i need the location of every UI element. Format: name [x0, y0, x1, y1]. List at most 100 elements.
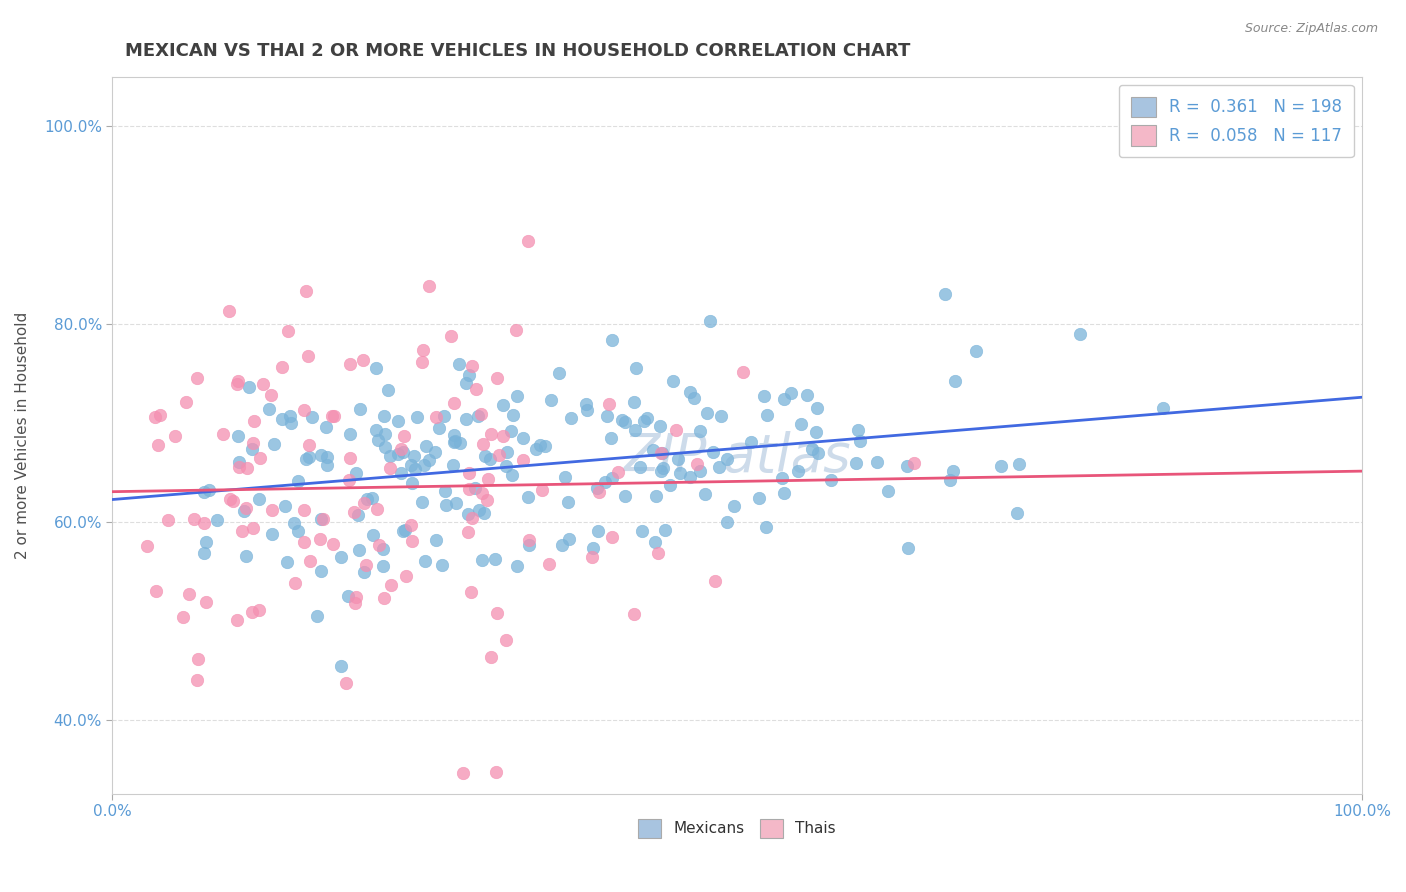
Point	[451, 765, 474, 780]
Point	[533, 439, 555, 453]
Point	[806, 425, 828, 440]
Point	[502, 408, 524, 422]
Point	[143, 409, 166, 424]
Point	[754, 388, 776, 402]
Legend: Mexicans, Thais: Mexicans, Thais	[633, 813, 842, 844]
Point	[252, 376, 274, 391]
Point	[418, 278, 440, 293]
Point	[820, 473, 842, 487]
Point	[668, 451, 690, 466]
Point	[309, 564, 332, 578]
Point	[707, 460, 730, 475]
Point	[243, 414, 266, 428]
Point	[349, 401, 371, 416]
Point	[418, 453, 440, 467]
Point	[501, 468, 523, 483]
Point	[249, 450, 271, 465]
Point	[965, 343, 987, 358]
Point	[595, 475, 617, 489]
Point	[335, 676, 357, 690]
Point	[174, 395, 197, 409]
Point	[598, 397, 620, 411]
Point	[240, 605, 263, 619]
Point	[686, 457, 709, 471]
Point	[415, 439, 437, 453]
Point	[772, 486, 794, 500]
Point	[560, 410, 582, 425]
Point	[479, 426, 502, 441]
Point	[283, 516, 305, 531]
Point	[292, 503, 315, 517]
Point	[321, 409, 343, 424]
Point	[392, 445, 415, 459]
Point	[337, 473, 360, 487]
Point	[624, 361, 647, 376]
Point	[404, 461, 426, 475]
Point	[233, 503, 256, 517]
Point	[596, 409, 619, 423]
Point	[471, 553, 494, 567]
Point	[352, 353, 374, 368]
Point	[344, 591, 367, 605]
Point	[1069, 327, 1091, 342]
Point	[401, 476, 423, 491]
Point	[231, 524, 253, 538]
Point	[456, 376, 478, 391]
Point	[270, 359, 292, 374]
Point	[226, 429, 249, 443]
Point	[260, 503, 283, 517]
Point	[529, 437, 551, 451]
Point	[599, 431, 621, 445]
Point	[367, 434, 389, 448]
Point	[353, 565, 375, 579]
Point	[471, 437, 494, 451]
Point	[633, 414, 655, 428]
Point	[434, 499, 457, 513]
Point	[460, 511, 482, 525]
Point	[477, 472, 499, 486]
Point	[576, 403, 599, 417]
Point	[772, 392, 794, 407]
Point	[457, 466, 479, 480]
Point	[650, 419, 672, 434]
Point	[630, 524, 652, 538]
Point	[540, 392, 562, 407]
Point	[186, 651, 208, 665]
Point	[551, 538, 574, 552]
Point	[607, 466, 630, 480]
Point	[278, 409, 301, 424]
Point	[373, 541, 395, 556]
Point	[387, 447, 409, 461]
Point	[149, 408, 172, 422]
Point	[600, 333, 623, 347]
Point	[373, 409, 395, 423]
Point	[485, 371, 508, 385]
Point	[449, 436, 471, 450]
Point	[1007, 506, 1029, 520]
Point	[939, 473, 962, 487]
Point	[297, 349, 319, 363]
Point	[277, 324, 299, 338]
Point	[336, 589, 359, 603]
Point	[402, 449, 425, 463]
Point	[740, 435, 762, 450]
Point	[373, 591, 395, 606]
Point	[485, 765, 508, 780]
Point	[433, 409, 456, 423]
Point	[505, 322, 527, 336]
Point	[696, 406, 718, 420]
Point	[339, 427, 361, 442]
Point	[491, 398, 513, 412]
Point	[796, 388, 818, 402]
Point	[374, 427, 396, 442]
Point	[679, 470, 702, 484]
Point	[356, 491, 378, 506]
Point	[260, 526, 283, 541]
Point	[846, 423, 869, 437]
Point	[524, 442, 547, 457]
Point	[361, 527, 384, 541]
Point	[238, 380, 260, 394]
Point	[146, 438, 169, 452]
Point	[298, 450, 321, 465]
Point	[647, 546, 669, 560]
